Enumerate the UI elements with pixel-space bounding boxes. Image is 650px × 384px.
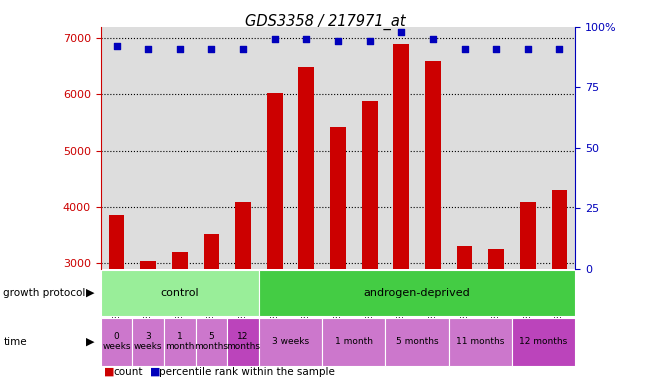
Point <box>175 46 185 52</box>
Bar <box>298 67 315 269</box>
Text: 5 months: 5 months <box>396 337 438 346</box>
Bar <box>425 61 441 269</box>
Point <box>396 29 406 35</box>
Bar <box>512 318 575 366</box>
Text: 0
weeks: 0 weeks <box>102 332 131 351</box>
Bar <box>101 270 259 316</box>
Text: growth protocol: growth protocol <box>3 288 86 298</box>
Point <box>428 36 438 42</box>
Text: ▶: ▶ <box>86 288 94 298</box>
Text: ■: ■ <box>150 367 160 377</box>
Bar <box>140 261 156 269</box>
Point <box>206 46 216 52</box>
Bar <box>203 234 220 269</box>
Bar <box>259 318 322 366</box>
Text: 3 weeks: 3 weeks <box>272 337 309 346</box>
Bar <box>227 318 259 366</box>
Text: count: count <box>114 367 143 377</box>
Bar <box>330 127 346 269</box>
Bar <box>259 270 575 316</box>
Text: 5
months: 5 months <box>194 332 228 351</box>
Point <box>554 46 565 52</box>
Bar <box>361 101 378 269</box>
Point <box>333 38 343 45</box>
Text: 12 months: 12 months <box>519 337 567 346</box>
Point <box>523 46 533 52</box>
Bar <box>266 93 283 269</box>
Text: percentile rank within the sample: percentile rank within the sample <box>159 367 335 377</box>
Point <box>491 46 501 52</box>
Text: 1 month: 1 month <box>335 337 373 346</box>
Point <box>238 46 248 52</box>
Bar <box>456 246 473 269</box>
Text: 12
months: 12 months <box>226 332 260 351</box>
Bar <box>520 202 536 269</box>
Text: 11 months: 11 months <box>456 337 504 346</box>
Bar <box>101 318 133 366</box>
Point <box>460 46 470 52</box>
Text: ▶: ▶ <box>86 337 94 347</box>
Text: control: control <box>161 288 199 298</box>
Bar <box>172 252 188 269</box>
Text: ■: ■ <box>104 367 114 377</box>
Bar <box>393 44 410 269</box>
Point <box>270 36 280 42</box>
Text: 3
weeks: 3 weeks <box>134 332 162 351</box>
Bar <box>196 318 228 366</box>
Bar <box>551 190 567 269</box>
Bar <box>322 318 385 366</box>
Point <box>301 36 311 42</box>
Text: 1
month: 1 month <box>165 332 194 351</box>
Bar <box>164 318 196 366</box>
Text: androgen-deprived: androgen-deprived <box>364 288 471 298</box>
Bar <box>109 215 125 269</box>
Bar <box>235 202 251 269</box>
Bar <box>133 318 164 366</box>
Point <box>143 46 153 52</box>
Text: GDS3358 / 217971_at: GDS3358 / 217971_at <box>244 13 406 30</box>
Point <box>365 38 375 45</box>
Bar <box>448 318 512 366</box>
Point <box>111 43 122 49</box>
Bar <box>385 318 448 366</box>
Text: time: time <box>3 337 27 347</box>
Bar <box>488 249 504 269</box>
